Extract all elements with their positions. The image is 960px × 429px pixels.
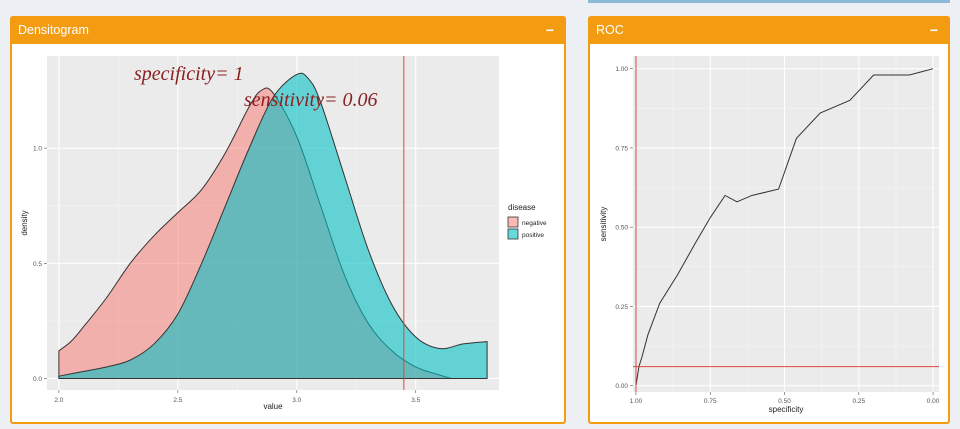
- legend-negative-label: negative: [522, 220, 547, 227]
- roc-plot-background: [633, 56, 939, 392]
- densitogram-areas: [58, 72, 488, 379]
- roc-chart: 1.00 0.75 0.50 0.25 0.000.000.250.500.751.00…: [599, 56, 940, 414]
- top-accent-line: [588, 0, 950, 3]
- y-tick-label: 0.00: [615, 383, 628, 390]
- densitogram-axes: 2.0 2.5 3.0 3.5 0.0 0.5 1.0: [33, 146, 421, 404]
- densitogram-collapse-button[interactable]: −: [545, 22, 555, 38]
- roc-title: ROC: [596, 23, 624, 37]
- x-tick-label: 0.50: [778, 398, 791, 405]
- y-tick-label: 0.50: [615, 225, 628, 232]
- y-tick-label: 0.25: [615, 304, 628, 311]
- x-tick-label: 0.00: [927, 398, 940, 405]
- legend-negative-swatch: [507, 216, 519, 228]
- densitogram-annotation-sensitivity: sensitivity= 0.06: [244, 89, 377, 111]
- density-area-positive: [58, 72, 488, 379]
- x-tick-label: 3.0: [292, 397, 301, 404]
- densitogram-title: Densitogram: [18, 23, 89, 37]
- roc-header: ROC −: [588, 16, 950, 44]
- roc-ylabel: sensitivity: [599, 207, 608, 242]
- x-tick-label: 0.25: [852, 398, 865, 405]
- legend-title: disease: [508, 203, 536, 212]
- y-tick-label: 0.75: [615, 145, 628, 152]
- x-tick-label: 2.0: [54, 397, 63, 404]
- roc-curve-line: [635, 68, 934, 386]
- densitogram-annotation-specificity: specificity= 1: [134, 63, 244, 85]
- y-tick-label: 1.00: [615, 66, 628, 73]
- x-tick-label: 0.75: [704, 398, 717, 405]
- roc-reference-lines: [633, 56, 939, 392]
- roc-xlabel: specificity: [769, 405, 804, 414]
- roc-axes: 1.00 0.75 0.50 0.25 0.00 0.00 0.25 0.50 0.75 1.00: [615, 66, 939, 405]
- densitogram-panel: Densitogram − 2.0 2.5 3.0 3.5 0.0 0.5 1.0 valu…: [10, 16, 566, 424]
- x-tick-label: 1.00: [630, 398, 643, 405]
- densitogram-ylabel: density: [20, 210, 29, 235]
- densitogram-header: Densitogram −: [10, 16, 566, 44]
- densitogram-chart: 2.0 2.5 3.0 3.5 0.0 0.5 1.0 value density spec…: [20, 56, 547, 411]
- densitogram-legend: disease negative positive: [507, 203, 547, 240]
- roc-panel: ROC − 1.00 0.75 0.50 0.25 0.00 0.00 0.25 0.50 0.…: [588, 16, 950, 424]
- legend-positive-label: positive: [522, 232, 544, 239]
- x-tick-label: 3.5: [411, 397, 420, 404]
- x-tick-label: 2.5: [173, 397, 182, 404]
- y-tick-label: 1.0: [33, 146, 42, 153]
- legend-positive-swatch: [507, 228, 519, 240]
- roc-collapse-button[interactable]: −: [929, 22, 939, 38]
- y-tick-label: 0.5: [33, 261, 42, 268]
- y-tick-label: 0.0: [33, 376, 42, 383]
- densitogram-xlabel: value: [263, 402, 283, 411]
- roc-curve: [635, 68, 934, 386]
